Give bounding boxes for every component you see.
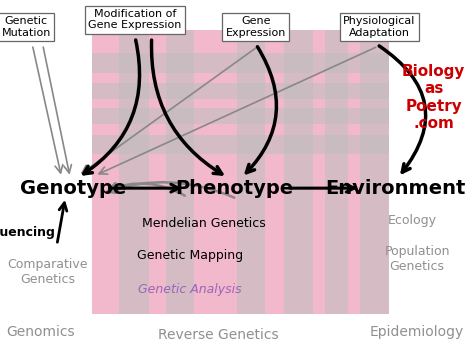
Text: Ecology: Ecology	[388, 214, 437, 226]
Text: Phenotype: Phenotype	[175, 179, 294, 198]
FancyBboxPatch shape	[92, 30, 389, 314]
FancyBboxPatch shape	[360, 30, 389, 314]
Text: Biology
as
Poetry
.com: Biology as Poetry .com	[402, 64, 465, 131]
FancyBboxPatch shape	[325, 30, 348, 314]
FancyBboxPatch shape	[92, 53, 389, 73]
Text: Environment: Environment	[326, 179, 466, 198]
Text: Genetic Mapping: Genetic Mapping	[137, 249, 243, 262]
Text: Genetic
Mutation: Genetic Mutation	[1, 16, 51, 38]
FancyBboxPatch shape	[237, 30, 265, 314]
FancyBboxPatch shape	[92, 135, 389, 154]
Text: Sequencing: Sequencing	[0, 226, 55, 239]
FancyBboxPatch shape	[92, 108, 389, 124]
Text: Genetic Analysis: Genetic Analysis	[138, 283, 241, 296]
Text: Genotype: Genotype	[20, 179, 127, 198]
Text: Modification of
Gene Expression: Modification of Gene Expression	[89, 9, 182, 31]
FancyBboxPatch shape	[92, 83, 389, 99]
Text: Mendelian Genetics: Mendelian Genetics	[142, 217, 266, 230]
Text: Genomics: Genomics	[6, 325, 74, 339]
FancyBboxPatch shape	[284, 30, 313, 314]
Text: Physiological
Adaptation: Physiological Adaptation	[343, 16, 415, 38]
Text: Epidemiology: Epidemiology	[370, 325, 464, 339]
FancyBboxPatch shape	[118, 30, 149, 314]
FancyBboxPatch shape	[166, 30, 194, 314]
Text: Gene
Expression: Gene Expression	[226, 16, 286, 38]
Text: Comparative
Genetics: Comparative Genetics	[7, 258, 88, 285]
Text: Population
Genetics: Population Genetics	[384, 245, 450, 273]
Text: Reverse Genetics: Reverse Genetics	[158, 328, 278, 343]
